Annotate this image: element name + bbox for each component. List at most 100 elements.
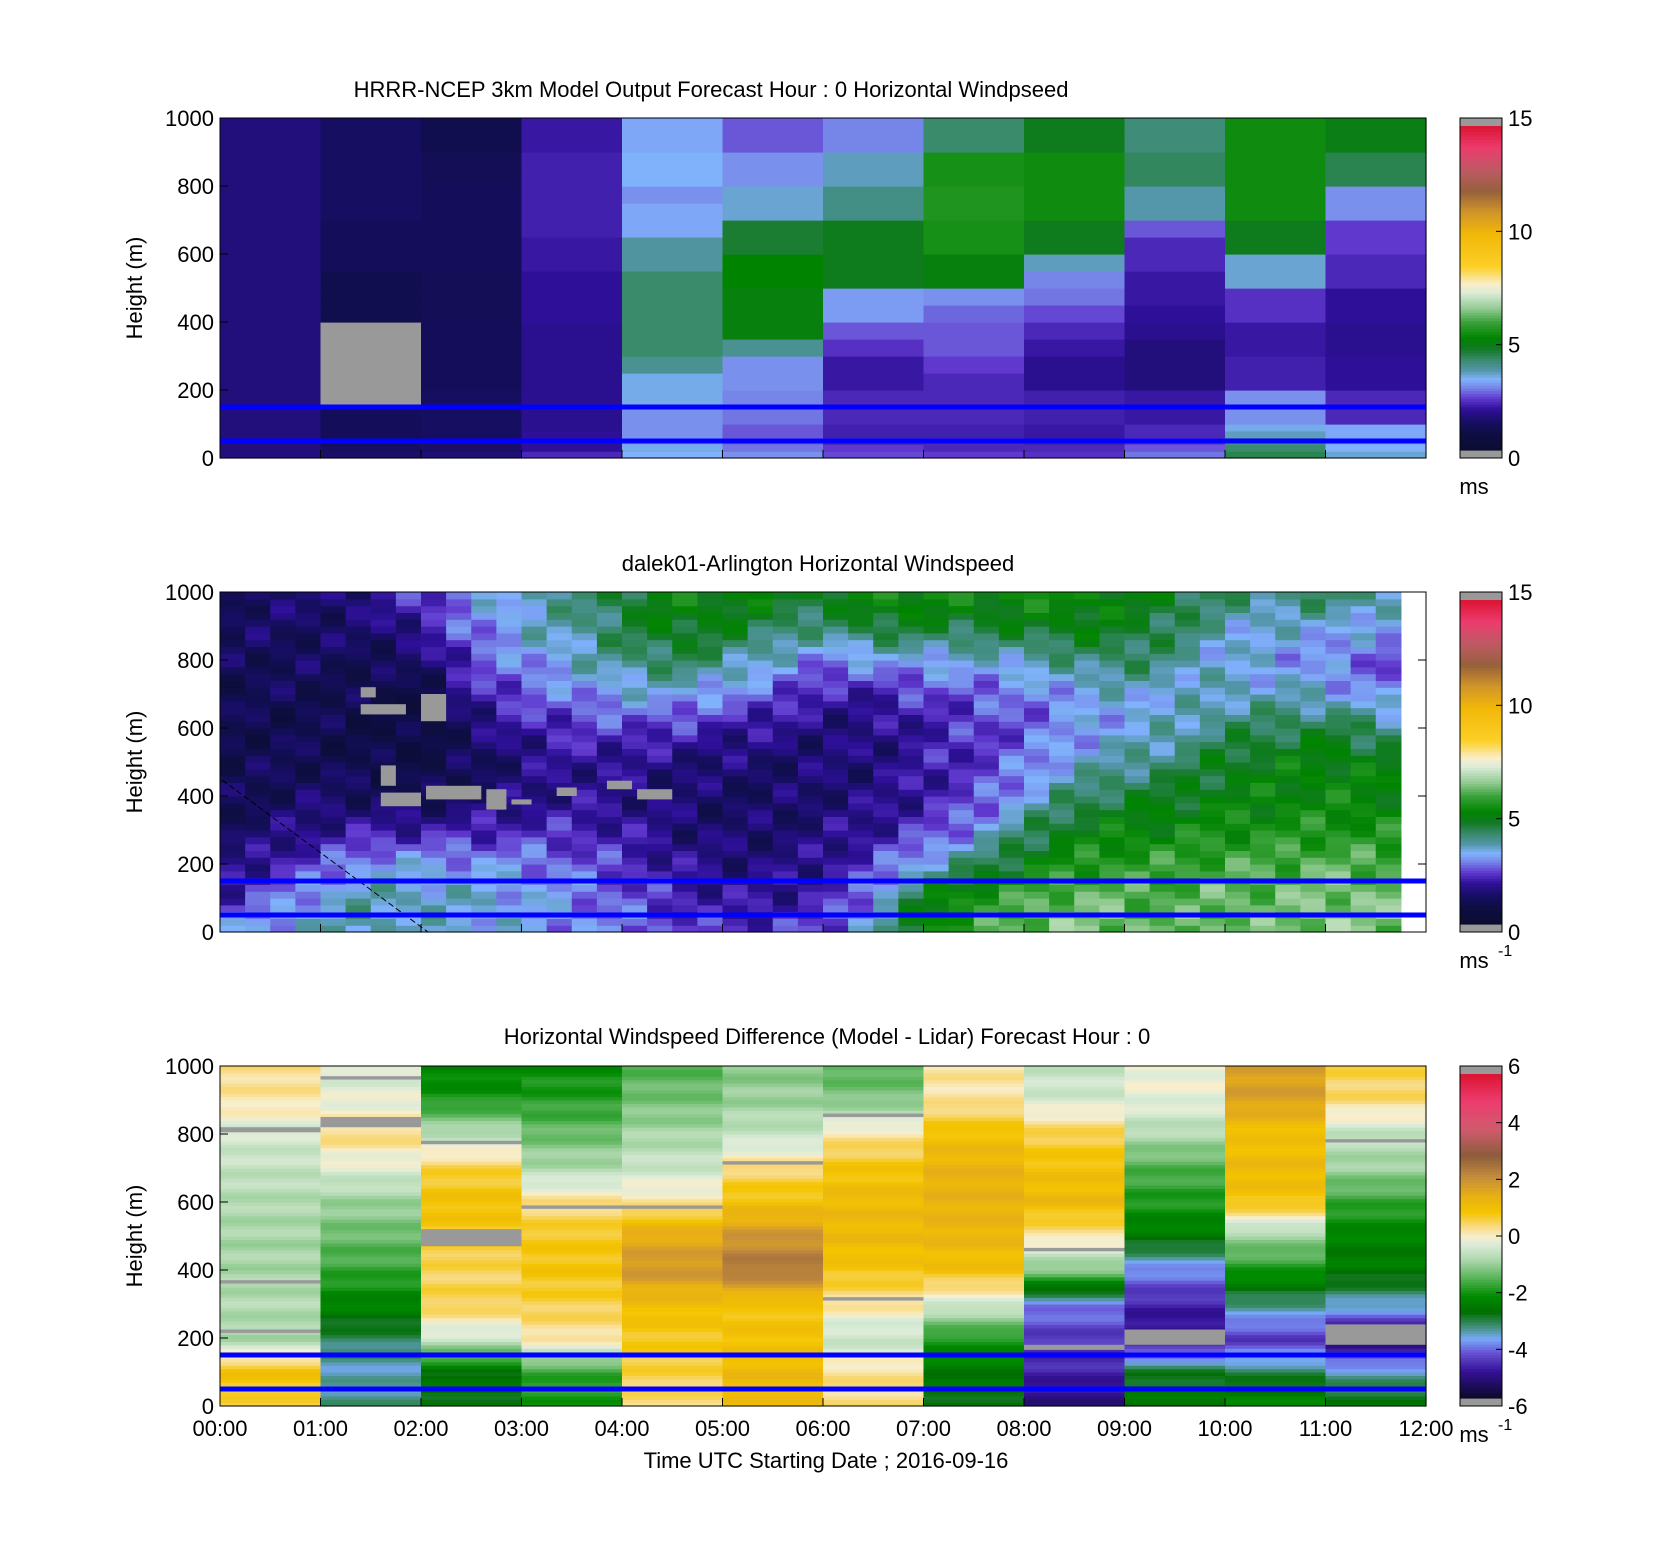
heatmap-cell [521, 762, 548, 770]
heatmap-cell [571, 775, 598, 783]
heatmap-cell [320, 1147, 422, 1152]
heatmap-cell [421, 1181, 523, 1186]
heatmap-cell [747, 809, 774, 817]
heatmap-cell [1325, 1188, 1427, 1193]
heatmap-cell [1024, 870, 1050, 879]
colorbar-segment [1460, 282, 1502, 286]
heatmap-cell [421, 1212, 523, 1217]
heatmap-cell [823, 823, 849, 831]
heatmap-cell [596, 626, 623, 634]
heatmap-cell [521, 626, 548, 634]
heatmap-cell [823, 1249, 925, 1254]
heatmap-cell [823, 741, 849, 749]
heatmap-cell [672, 748, 698, 756]
heatmap-cell [1225, 687, 1251, 695]
heatmap-cell [848, 891, 874, 899]
heatmap-cell [622, 1392, 724, 1397]
heatmap-cell [1024, 203, 1126, 221]
heatmap-cell [1174, 816, 1201, 824]
heatmap-cell [622, 1225, 724, 1230]
heatmap-cell [1325, 1072, 1427, 1077]
heatmap-cell [647, 694, 673, 702]
heatmap-cell [1024, 1327, 1126, 1332]
heatmap-cell [521, 288, 623, 306]
heatmap-cell [1024, 1181, 1126, 1186]
heatmap-cell [270, 857, 296, 865]
heatmap-cell [1350, 762, 1377, 770]
colorbar-segment [1460, 829, 1502, 833]
heatmap-cell [747, 687, 774, 695]
heatmap-cell [1124, 322, 1226, 340]
heatmap-cell [923, 1331, 1025, 1336]
heatmap-cell [395, 734, 422, 743]
heatmap-cell [1199, 843, 1226, 851]
heatmap-cell [220, 1253, 322, 1257]
heatmap-cell [496, 748, 523, 756]
heatmap-cell [596, 673, 623, 681]
heatmap-cell [1199, 925, 1226, 933]
heatmap-cell [421, 666, 447, 675]
heatmap-cell [797, 802, 824, 811]
heatmap-cell [1099, 850, 1126, 858]
colorbar-segment [1460, 344, 1502, 348]
heatmap-cell [1250, 639, 1276, 647]
heatmap-cell [722, 1127, 824, 1132]
heatmap-cell [797, 592, 824, 600]
heatmap-cell [345, 598, 372, 607]
heatmap-cell [873, 789, 899, 797]
heatmap-cell [521, 1242, 623, 1247]
heatmap-cell [370, 870, 397, 879]
colorbar-segment [1460, 1273, 1502, 1278]
heatmap-cell [1325, 1280, 1427, 1285]
colorbar-segment [1460, 672, 1502, 677]
heatmap-cell [521, 203, 623, 221]
heatmap-cell [622, 1168, 724, 1172]
heatmap-cell [1024, 1372, 1126, 1376]
heatmap-cell [1149, 612, 1176, 620]
missing-data-cell [1325, 1324, 1426, 1345]
heatmap-cell [421, 673, 447, 681]
heatmap-cell [848, 755, 874, 763]
heatmap-cell [1225, 850, 1251, 858]
heatmap-cell [571, 768, 598, 777]
heatmap-cell [622, 1076, 724, 1081]
heatmap-cell [345, 660, 372, 668]
heatmap-cell [1199, 639, 1226, 647]
heatmap-cell [622, 762, 648, 770]
colorbar-segment [1460, 832, 1502, 836]
y-tick-label: 1000 [165, 1054, 214, 1079]
colorbar-segment [1460, 664, 1502, 669]
heatmap-cell [823, 430, 925, 439]
heatmap-cell [1325, 653, 1352, 661]
heatmap-cell [998, 918, 1025, 926]
heatmap-cell [521, 755, 548, 763]
colorbar-segment [1460, 791, 1502, 795]
colorbar-segment [1460, 1149, 1502, 1153]
heatmap-cell [797, 619, 824, 627]
heatmap-cell [1325, 373, 1427, 391]
colorbar-segment [1460, 342, 1502, 346]
heatmap-cell [823, 1287, 925, 1291]
heatmap-cell [446, 857, 472, 865]
heatmap-cell [546, 891, 573, 899]
heatmap-cell [1024, 1290, 1126, 1295]
heatmap-cell [1149, 762, 1176, 770]
heatmap-cell [1149, 707, 1176, 715]
heatmap-cell [596, 775, 623, 783]
colorbar-segment [1460, 339, 1502, 343]
heatmap-cell [1275, 653, 1301, 661]
heatmap-cell [1149, 796, 1176, 804]
heatmap-cell [722, 407, 824, 425]
colorbar-segment [1460, 886, 1502, 890]
heatmap-cell [1024, 254, 1126, 272]
heatmap-cell [772, 762, 799, 770]
heatmap-cell [848, 843, 874, 851]
heatmap-cell [1124, 1249, 1226, 1254]
heatmap-cell [1149, 673, 1176, 681]
heatmap-cell [245, 748, 271, 756]
heatmap-cell [245, 755, 271, 763]
heatmap-cell [622, 430, 724, 439]
heatmap-cell [421, 1399, 523, 1404]
heatmap-cell [320, 1266, 422, 1271]
heatmap-cell [848, 694, 874, 702]
